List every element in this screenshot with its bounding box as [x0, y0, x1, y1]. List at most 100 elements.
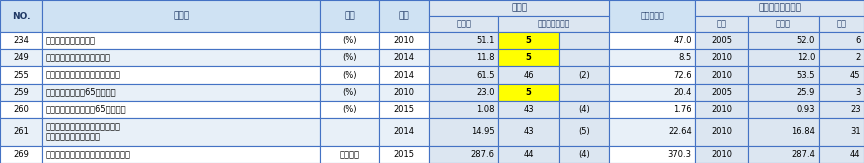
- Bar: [559, 67, 609, 83]
- Text: （千円）: （千円）: [340, 150, 359, 159]
- Text: 44: 44: [524, 150, 534, 159]
- Text: 2014: 2014: [394, 127, 415, 136]
- Text: 項目名: 項目名: [174, 12, 189, 21]
- Text: 47.0: 47.0: [673, 37, 692, 45]
- Text: 高齢就業者割合［65歳以上］: 高齢就業者割合［65歳以上］: [46, 88, 117, 96]
- Bar: [696, 146, 747, 163]
- Text: 順位: 順位: [836, 20, 846, 29]
- Text: 労働力人口比率［女］: 労働力人口比率［女］: [46, 37, 96, 45]
- Text: 260: 260: [13, 105, 29, 114]
- Bar: [379, 32, 429, 49]
- Bar: [42, 67, 321, 83]
- Text: 2005: 2005: [711, 88, 732, 96]
- Bar: [747, 67, 818, 83]
- Bar: [499, 146, 559, 163]
- Bar: [0, 49, 42, 67]
- Text: 5: 5: [525, 88, 531, 96]
- Text: 6: 6: [855, 37, 861, 45]
- Bar: [747, 118, 818, 146]
- Bar: [609, 118, 696, 146]
- Bar: [818, 83, 864, 101]
- Bar: [818, 49, 864, 67]
- Text: 255: 255: [13, 71, 29, 80]
- Bar: [609, 83, 696, 101]
- Bar: [379, 146, 429, 163]
- Bar: [499, 83, 559, 101]
- Text: 2014: 2014: [394, 71, 415, 80]
- Text: 1.76: 1.76: [673, 105, 692, 114]
- Bar: [321, 0, 379, 32]
- Text: 2010: 2010: [394, 37, 415, 45]
- Text: 249: 249: [13, 53, 29, 62]
- Bar: [499, 49, 559, 67]
- Text: 45: 45: [850, 71, 861, 80]
- Text: きまって支給する現金給与月額［男］: きまって支給する現金給与月額［男］: [46, 150, 131, 159]
- Bar: [696, 83, 747, 101]
- Text: 指標値: 指標値: [776, 20, 791, 29]
- Text: 1.08: 1.08: [476, 105, 495, 114]
- Text: (%): (%): [342, 71, 357, 80]
- Bar: [499, 16, 609, 32]
- Text: 51.1: 51.1: [476, 37, 495, 45]
- Bar: [499, 32, 559, 49]
- Text: 年度: 年度: [399, 12, 410, 21]
- Bar: [321, 32, 379, 49]
- Text: 11.8: 11.8: [476, 53, 495, 62]
- Bar: [42, 0, 321, 32]
- Text: 259: 259: [13, 88, 29, 96]
- Text: 46: 46: [524, 71, 534, 80]
- Bar: [379, 0, 429, 32]
- Text: 20.4: 20.4: [673, 88, 692, 96]
- Bar: [429, 49, 499, 67]
- Bar: [818, 101, 864, 118]
- Bar: [0, 0, 42, 32]
- Text: 53.5: 53.5: [797, 71, 815, 80]
- Bar: [429, 16, 499, 32]
- Text: 23: 23: [850, 105, 861, 114]
- Bar: [559, 49, 609, 67]
- Text: 14.95: 14.95: [471, 127, 495, 136]
- Bar: [499, 67, 559, 83]
- Bar: [609, 0, 696, 32]
- Bar: [609, 67, 696, 83]
- Bar: [0, 32, 42, 49]
- Bar: [42, 118, 321, 146]
- Bar: [696, 0, 864, 16]
- Text: 全国指標値: 全国指標値: [640, 12, 664, 21]
- Bar: [747, 83, 818, 101]
- Bar: [499, 101, 559, 118]
- Bar: [609, 49, 696, 67]
- Text: 年度: 年度: [716, 20, 727, 29]
- Text: 43: 43: [524, 105, 534, 114]
- Text: 8.5: 8.5: [678, 53, 692, 62]
- Bar: [609, 32, 696, 49]
- Text: (4): (4): [578, 150, 590, 159]
- Bar: [42, 83, 321, 101]
- Text: (%): (%): [342, 53, 357, 62]
- Text: 234: 234: [13, 37, 29, 45]
- Text: 261: 261: [13, 127, 29, 136]
- Text: パートタイム就職率［常用］: パートタイム就職率［常用］: [46, 53, 111, 62]
- Text: 370.3: 370.3: [668, 150, 692, 159]
- Text: 2010: 2010: [711, 53, 732, 62]
- Bar: [429, 83, 499, 101]
- Text: 61.5: 61.5: [476, 71, 495, 80]
- Bar: [818, 118, 864, 146]
- Text: 287.4: 287.4: [791, 150, 815, 159]
- Bar: [321, 101, 379, 118]
- Text: 単位: 単位: [344, 12, 355, 21]
- Text: 23.0: 23.0: [476, 88, 495, 96]
- Bar: [818, 146, 864, 163]
- Bar: [499, 118, 559, 146]
- Text: (%): (%): [342, 88, 357, 96]
- Bar: [559, 146, 609, 163]
- Bar: [0, 101, 42, 118]
- Text: 2010: 2010: [711, 150, 732, 159]
- Text: 22.64: 22.64: [668, 127, 692, 136]
- Text: NO.: NO.: [12, 12, 30, 21]
- Text: 0.93: 0.93: [797, 105, 815, 114]
- Bar: [42, 101, 321, 118]
- Bar: [321, 67, 379, 83]
- Bar: [747, 101, 818, 118]
- Bar: [696, 118, 747, 146]
